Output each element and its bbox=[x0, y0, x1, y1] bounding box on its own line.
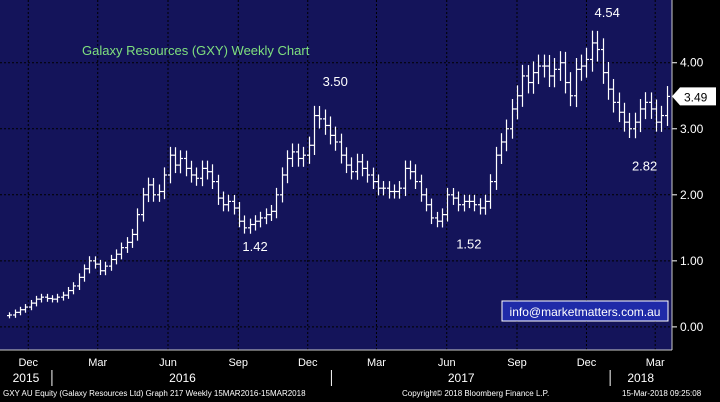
price-annotation: 3.50 bbox=[323, 74, 348, 89]
last-price-label: 3.49 bbox=[684, 90, 708, 104]
x-year-label: 2015 bbox=[13, 371, 40, 385]
price-annotation: 1.52 bbox=[456, 237, 481, 252]
x-year-label: 2017 bbox=[448, 371, 475, 385]
y-tick-label: 2.00 bbox=[680, 188, 704, 202]
x-month-label: Jun bbox=[438, 357, 456, 369]
price-annotation: 1.42 bbox=[242, 239, 267, 254]
footer-timestamp: 15-Mar-2018 09:25:08 bbox=[622, 389, 702, 398]
watermark-text: info@marketmatters.com.au bbox=[510, 305, 661, 319]
watermark-box bbox=[501, 300, 669, 322]
x-month-label: Dec bbox=[18, 357, 38, 369]
price-annotation: 4.54 bbox=[595, 5, 620, 20]
footer-bar: GXY AU Equity (Galaxy Resources Ltd) Gra… bbox=[0, 386, 720, 402]
y-tick-label: 3.00 bbox=[680, 122, 704, 136]
x-month-label: Sep bbox=[228, 357, 248, 369]
x-month-label: Jun bbox=[159, 357, 177, 369]
y-tick-label: 4.00 bbox=[680, 56, 704, 70]
footer-copyright: Copyright© 2018 Bloomberg Finance L.P. bbox=[402, 389, 550, 398]
x-month-label: Sep bbox=[507, 357, 527, 369]
y-tick-label: 0.00 bbox=[680, 320, 704, 334]
x-year-label: 2016 bbox=[169, 371, 196, 385]
x-month-label: Mar bbox=[88, 357, 107, 369]
x-month-label: Mar bbox=[367, 357, 386, 369]
x-year-label: 2018 bbox=[627, 371, 654, 385]
price-annotation: 2.82 bbox=[632, 159, 657, 174]
price-chart: 0.00 1.00 2.00 3.00 4.00 Dec Mar Jun Sep Dec Mar Ju… bbox=[0, 0, 716, 386]
chart-title: Galaxy Resources (GXY) Weekly Chart bbox=[82, 43, 310, 58]
x-month-label: Dec bbox=[298, 357, 318, 369]
y-tick-label: 1.00 bbox=[680, 254, 704, 268]
last-price-marker bbox=[672, 87, 716, 106]
x-month-label: Mar bbox=[646, 357, 665, 369]
x-month-label: Dec bbox=[577, 357, 597, 369]
footer-security-info: GXY AU Equity (Galaxy Resources Ltd) Gra… bbox=[3, 389, 306, 398]
